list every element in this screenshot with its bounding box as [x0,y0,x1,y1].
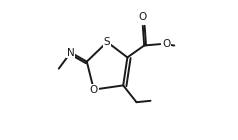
Text: N: N [67,47,74,58]
Text: O: O [139,12,147,22]
Text: S: S [104,37,110,47]
Text: O: O [162,39,170,49]
Text: O: O [90,85,98,95]
